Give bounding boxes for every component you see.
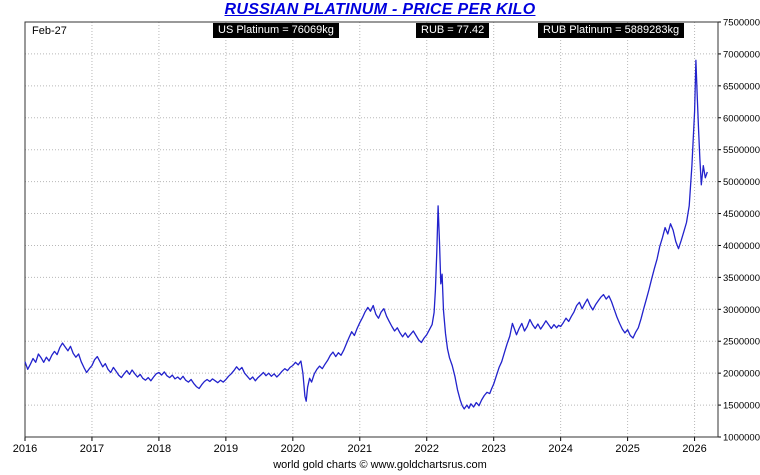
- y-tick-label: 2000000: [723, 369, 760, 380]
- x-tick-label: 2020: [281, 443, 305, 455]
- x-tick-label: 2026: [682, 443, 706, 455]
- y-tick-label: 1500000: [723, 401, 760, 412]
- x-tick-label: 2017: [80, 443, 104, 455]
- y-tick-label: 7500000: [723, 18, 760, 29]
- x-tick-label: 2022: [414, 443, 438, 455]
- y-tick-label: 5000000: [723, 177, 760, 188]
- y-tick-label: 2500000: [723, 337, 760, 348]
- x-tick-label: 2025: [615, 443, 639, 455]
- y-tick-label: 6000000: [723, 113, 760, 124]
- x-tick-label: 2018: [147, 443, 171, 455]
- x-tick-label: 2021: [348, 443, 372, 455]
- y-tick-label: 3000000: [723, 305, 760, 316]
- y-tick-label: 3500000: [723, 273, 760, 284]
- y-tick-label: 1000000: [723, 433, 760, 444]
- x-tick-label: 2023: [481, 443, 505, 455]
- y-tick-label: 4000000: [723, 241, 760, 252]
- x-tick-label: 2024: [548, 443, 572, 455]
- rub-platinum-label: RUB Platinum = 5889283kg: [538, 23, 685, 38]
- y-tick-label: 5500000: [723, 145, 760, 156]
- price-line: [24, 59, 708, 410]
- plot-border: [24, 21, 719, 438]
- rub-rate-label: RUB = 77.42: [416, 23, 490, 38]
- date-label: Feb-27: [30, 25, 69, 37]
- us-platinum-label: US Platinum = 76069kg: [213, 23, 339, 38]
- y-tick-label: 7000000: [723, 49, 760, 60]
- x-tick-label: 2019: [214, 443, 238, 455]
- chart-title: RUSSIAN PLATINUM - PRICE PER KILO: [224, 1, 536, 18]
- y-tick-label: 6500000: [723, 81, 760, 92]
- y-tick-label: 4500000: [723, 209, 760, 220]
- footer-credit: world gold charts © www.goldchartsrus.co…: [273, 459, 487, 471]
- x-tick-label: 2016: [13, 443, 37, 455]
